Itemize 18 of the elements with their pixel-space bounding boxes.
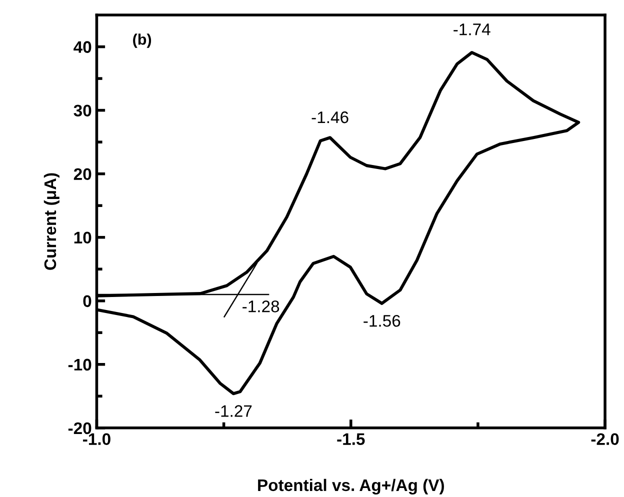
annotation: -1.46 <box>312 111 348 124</box>
annotation: -1.28 <box>242 300 280 312</box>
y-tick-label: 30 <box>74 104 92 117</box>
y-axis-title: Current (μA) <box>44 173 60 270</box>
y-tick-label: 0 <box>83 295 92 308</box>
annotation: (b) <box>133 34 152 48</box>
y-tick-label: 40 <box>74 41 92 53</box>
x-axis-title: Potential vs. Ag+/Ag (V) <box>258 478 444 494</box>
y-tick-label: 10 <box>74 232 92 244</box>
y-tick-label: 20 <box>74 168 92 180</box>
x-tick-label: -1.5 <box>337 433 365 446</box>
annotation: -1.27 <box>215 405 252 417</box>
x-tick-label: -2.0 <box>591 433 619 446</box>
y-tick-label: -20 <box>68 422 92 434</box>
y-tick-label: -10 <box>68 358 92 371</box>
annotation: -1.74 <box>454 24 490 36</box>
x-tick-label: -1.0 <box>83 433 110 446</box>
annotation: -1.56 <box>364 314 400 327</box>
